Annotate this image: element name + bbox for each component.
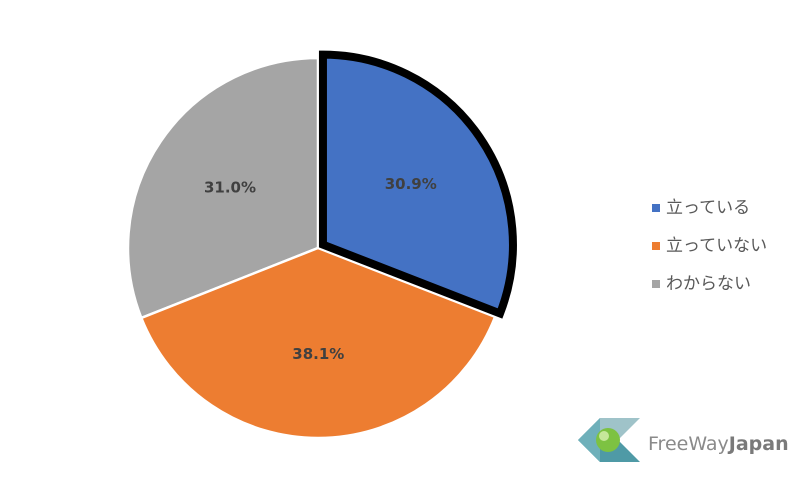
legend-swatch — [652, 280, 660, 288]
logo-icon — [578, 418, 640, 462]
legend-swatch — [652, 242, 660, 250]
legend-label: わからない — [666, 274, 751, 294]
value-label: 30.9% — [385, 175, 437, 193]
logo-part: FreeWay — [648, 433, 729, 455]
logo-text: FreeWayJapan — [648, 433, 789, 455]
legend-swatch — [652, 204, 660, 212]
pie-slice — [139, 246, 497, 440]
pie-slice — [318, 50, 517, 319]
legend-label: 立っていない — [666, 236, 767, 256]
value-label: 31.0% — [204, 179, 256, 197]
logo-part: Japan — [727, 433, 789, 455]
legend-label: 立っている — [666, 198, 750, 218]
value-label: 38.1% — [292, 345, 344, 363]
pie-slice — [126, 56, 320, 320]
